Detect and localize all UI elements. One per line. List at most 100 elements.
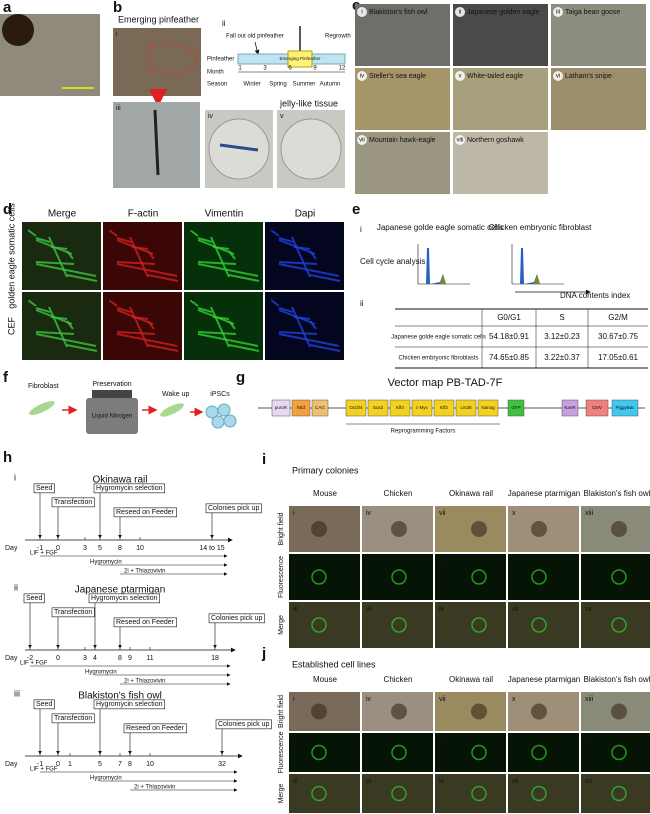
colony bbox=[471, 703, 487, 720]
feather bbox=[153, 109, 160, 176]
roman-badge bbox=[553, 7, 563, 17]
vector-element bbox=[311, 399, 329, 417]
colony bbox=[471, 785, 487, 802]
panel-letter: d bbox=[3, 201, 12, 218]
event-box bbox=[23, 593, 45, 604]
column-header: Japanese ptarmigan bbox=[508, 675, 581, 684]
element-label: CMV bbox=[592, 405, 602, 410]
day-label: 7 bbox=[118, 761, 122, 768]
day-label: 14 to 15 bbox=[199, 545, 224, 552]
bracket-label: Reprogramming Factors bbox=[391, 429, 456, 435]
cell bbox=[291, 236, 311, 278]
day-label: 10 bbox=[136, 545, 144, 552]
timeline-title: Japanese ptarmigan bbox=[75, 585, 166, 596]
vector-element bbox=[455, 399, 477, 417]
row-header: CEF bbox=[6, 316, 16, 335]
species-label: Northern goshawk bbox=[467, 137, 524, 144]
vector-element bbox=[345, 399, 367, 417]
axis-label: Day bbox=[5, 655, 18, 662]
panel-letter: a bbox=[3, 0, 12, 16]
sub-label: iii bbox=[116, 105, 121, 112]
column-header: Vimentin bbox=[205, 209, 244, 220]
media-label: Hygromycin bbox=[90, 776, 122, 782]
colony bbox=[531, 785, 547, 802]
cell bbox=[189, 299, 199, 307]
cell bbox=[197, 309, 235, 325]
element-label: GFP bbox=[511, 405, 520, 410]
sub-label: iii bbox=[188, 226, 193, 233]
photo bbox=[551, 4, 646, 66]
row-header: Fluorescence bbox=[278, 556, 285, 598]
event-label: Seed bbox=[36, 485, 52, 492]
column-header: Chicken bbox=[384, 675, 413, 684]
event-box bbox=[208, 613, 265, 624]
event-label: Transfection bbox=[54, 499, 92, 506]
species-label: Taiga bean goose bbox=[565, 9, 620, 16]
cell bbox=[228, 274, 260, 282]
element-label: hEd bbox=[297, 405, 306, 410]
sub-label: vii bbox=[439, 510, 446, 517]
vector-element bbox=[291, 399, 311, 417]
sub-label: vii bbox=[359, 138, 365, 144]
cell bbox=[147, 344, 179, 352]
micrograph bbox=[435, 554, 506, 600]
cell bbox=[35, 307, 51, 313]
colony bbox=[311, 785, 327, 802]
sub-label: viii bbox=[439, 558, 448, 565]
cell bbox=[116, 331, 156, 335]
event-box bbox=[88, 593, 160, 604]
day-label: 18 bbox=[211, 655, 219, 662]
schematic-text: Regrowth bbox=[325, 34, 351, 40]
sub-label: ii bbox=[360, 299, 364, 308]
cell bbox=[116, 237, 132, 243]
sub-label: ix bbox=[439, 778, 445, 785]
schematic-text: Month bbox=[207, 70, 224, 76]
element-label: Klf2 bbox=[440, 405, 448, 410]
colony bbox=[611, 785, 627, 802]
cell bbox=[66, 344, 98, 352]
column-header: Dapi bbox=[295, 209, 316, 220]
event-label: Seed bbox=[26, 595, 42, 602]
sub-label: xii bbox=[512, 606, 519, 613]
sub-label: viii bbox=[269, 296, 278, 303]
day-label: 8 bbox=[128, 761, 132, 768]
season-label: Spring bbox=[269, 82, 286, 88]
cell bbox=[197, 239, 235, 255]
cell bbox=[35, 333, 97, 347]
event-label: Hygromycin selection bbox=[96, 701, 163, 708]
colony bbox=[311, 703, 327, 720]
cell bbox=[35, 261, 75, 265]
sub-label: v bbox=[280, 113, 284, 120]
photo bbox=[453, 132, 548, 194]
row-header: golden eagle somatic cells bbox=[6, 203, 16, 309]
cell bbox=[278, 309, 316, 325]
row-header: Fluorescence bbox=[278, 731, 285, 773]
cell bbox=[211, 415, 225, 429]
micrograph bbox=[289, 602, 360, 648]
colony bbox=[391, 703, 407, 720]
media-label: LIF + FGF bbox=[30, 551, 58, 557]
cell bbox=[116, 261, 156, 265]
table-cell: 17.05±0.61 bbox=[598, 353, 639, 362]
cell bbox=[116, 263, 178, 277]
roman-badge bbox=[455, 71, 465, 81]
cell bbox=[35, 239, 73, 255]
day-label: 1 bbox=[68, 761, 72, 768]
event-label: Colonies pick up bbox=[211, 615, 262, 622]
sub-label: xi bbox=[512, 558, 518, 565]
micrograph bbox=[362, 554, 433, 600]
species-label: Blakiston's fish owl bbox=[369, 9, 428, 16]
colony bbox=[611, 703, 627, 720]
sub-label: xv bbox=[585, 778, 593, 785]
cell bbox=[291, 306, 311, 348]
cell bbox=[108, 229, 118, 237]
sub-label: vi bbox=[366, 606, 372, 613]
species-label: Mountain hawk-eagle bbox=[369, 137, 436, 144]
cell bbox=[309, 274, 341, 282]
panel-title: Established cell lines bbox=[292, 659, 376, 669]
colony bbox=[311, 744, 327, 761]
sub-label: iii bbox=[293, 606, 298, 613]
sub-label: ii bbox=[293, 737, 297, 744]
event-box bbox=[51, 713, 95, 724]
